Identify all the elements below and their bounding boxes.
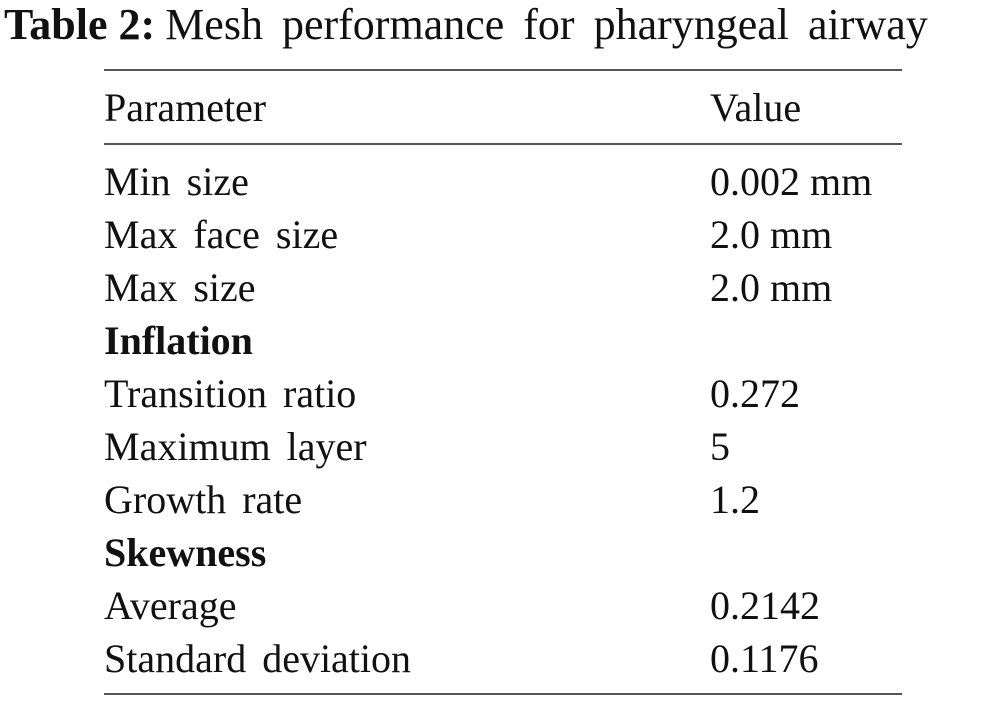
- row-parameter: Max size: [104, 265, 256, 310]
- table-row-min-size: Min size 0.002 mm: [104, 155, 902, 208]
- header-rule: [104, 143, 902, 145]
- row-parameter: Max face size: [104, 212, 339, 257]
- row-value: 0.2142: [710, 583, 820, 628]
- header-value: Value: [710, 84, 802, 130]
- row-value: 2.0 mm: [710, 265, 833, 310]
- row-value: 2.0 mm: [710, 212, 833, 257]
- table-caption: Table 2: Mesh performance for pharyngeal …: [4, 2, 1003, 48]
- top-rule: [104, 69, 902, 71]
- bottom-rule: [104, 693, 902, 695]
- table-row-average: Average 0.2142: [104, 579, 902, 632]
- caption-text: Mesh performance for pharyngeal airway: [165, 0, 928, 49]
- table-section-inflation: Inflation: [104, 314, 902, 367]
- table-header-row: Parameter Value: [104, 71, 902, 143]
- row-parameter: Average: [104, 583, 237, 628]
- row-value: 1.2: [710, 477, 760, 522]
- row-parameter: Transition ratio: [104, 371, 357, 416]
- table-row-transition-ratio: Transition ratio 0.272: [104, 367, 902, 420]
- mesh-performance-table: Parameter Value Min size 0.002 mm Max fa…: [104, 69, 902, 695]
- table-row-growth-rate: Growth rate 1.2: [104, 473, 902, 526]
- row-parameter: Maximum layer: [104, 424, 367, 469]
- row-value: 0.272: [710, 371, 800, 416]
- table-body: Min size 0.002 mm Max face size 2.0 mm M…: [104, 145, 902, 693]
- table-row-max-size: Max size 2.0 mm: [104, 261, 902, 314]
- table-row-max-face-size: Max face size 2.0 mm: [104, 208, 902, 261]
- row-value: 0.002 mm: [710, 159, 873, 204]
- table-section-skewness: Skewness: [104, 526, 902, 579]
- caption-label: Table 2:: [4, 0, 156, 49]
- row-value: 0.1176: [710, 636, 819, 681]
- table-row-maximum-layer: Maximum layer 5: [104, 420, 902, 473]
- row-parameter: Growth rate: [104, 477, 303, 522]
- section-heading: Skewness: [104, 530, 267, 575]
- header-parameter: Parameter: [104, 84, 267, 130]
- table-row-standard-deviation: Standard deviation 0.1176: [104, 632, 902, 685]
- row-parameter: Min size: [104, 159, 249, 204]
- section-heading: Inflation: [104, 318, 253, 363]
- row-parameter: Standard deviation: [104, 636, 412, 681]
- row-value: 5: [710, 424, 730, 469]
